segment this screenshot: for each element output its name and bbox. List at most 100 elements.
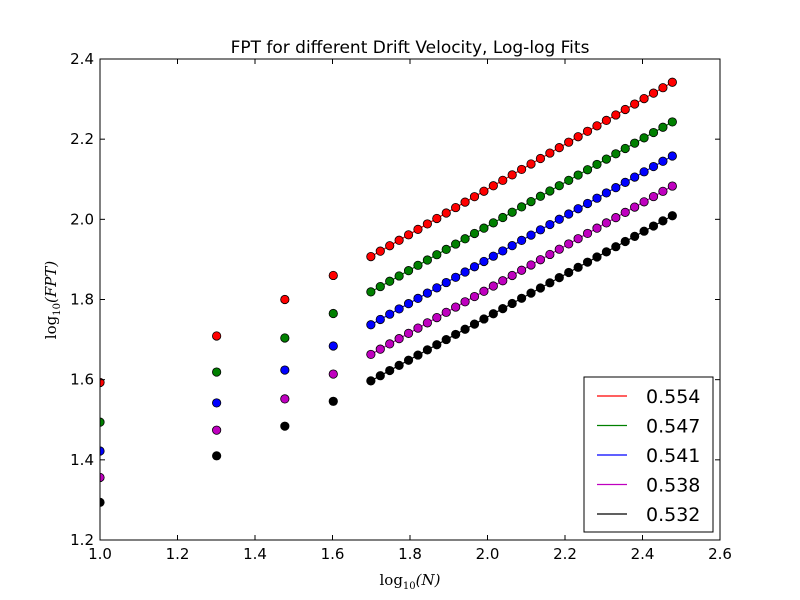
data-point bbox=[620, 104, 630, 115]
data-point bbox=[422, 318, 432, 328]
x-tick-label: 2.0 bbox=[476, 545, 500, 563]
data-point bbox=[366, 287, 376, 297]
data-point bbox=[611, 110, 621, 120]
x-tick-label: 1.2 bbox=[166, 545, 190, 563]
data-point bbox=[451, 202, 461, 213]
data-point bbox=[611, 213, 621, 223]
data-point bbox=[554, 214, 564, 224]
data-point bbox=[385, 241, 395, 251]
data-point bbox=[328, 308, 338, 319]
data-point bbox=[432, 213, 442, 224]
data-point bbox=[620, 143, 630, 154]
data-point bbox=[639, 197, 649, 207]
data-point bbox=[385, 365, 395, 376]
data-point bbox=[639, 93, 649, 104]
data-point bbox=[366, 320, 376, 330]
data-point bbox=[385, 276, 395, 286]
x-tick-label: 1.8 bbox=[398, 545, 422, 563]
data-point bbox=[648, 221, 659, 231]
series-0.538 bbox=[100, 181, 677, 483]
data-point bbox=[385, 339, 395, 349]
data-point bbox=[648, 127, 659, 138]
data-point bbox=[375, 246, 385, 256]
data-point bbox=[413, 293, 423, 303]
data-point bbox=[611, 149, 621, 159]
data-point bbox=[441, 277, 451, 288]
data-point bbox=[403, 355, 414, 365]
legend: 0.554 0.547 0.541 0.538 0.532 bbox=[583, 376, 714, 533]
data-point bbox=[422, 345, 432, 355]
data-point bbox=[526, 288, 536, 298]
data-point bbox=[592, 252, 602, 262]
data-point bbox=[639, 167, 649, 177]
data-point bbox=[432, 312, 442, 323]
data-point bbox=[620, 177, 630, 187]
data-point bbox=[573, 262, 583, 272]
data-point bbox=[658, 156, 668, 166]
data-point bbox=[592, 121, 602, 131]
data-point bbox=[545, 219, 555, 230]
data-point bbox=[535, 225, 546, 235]
x-tick-label: 2.4 bbox=[631, 545, 655, 563]
data-point bbox=[648, 191, 659, 202]
data-point bbox=[667, 77, 677, 87]
data-point bbox=[592, 223, 602, 233]
data-point bbox=[441, 244, 451, 254]
data-point bbox=[469, 262, 480, 272]
data-point bbox=[667, 117, 677, 127]
data-point bbox=[460, 267, 470, 277]
data-point bbox=[479, 286, 489, 296]
series-0.541 bbox=[100, 151, 677, 456]
data-point bbox=[573, 234, 583, 244]
legend-label: 0.538 bbox=[646, 475, 700, 497]
y-tick-label: 1.6 bbox=[70, 371, 94, 389]
series-0.554 bbox=[100, 77, 677, 388]
data-point bbox=[432, 283, 442, 293]
data-point bbox=[545, 186, 555, 196]
data-point bbox=[403, 299, 414, 309]
data-point bbox=[611, 183, 621, 193]
data-point bbox=[375, 281, 385, 292]
data-point bbox=[658, 83, 668, 93]
data-point bbox=[366, 349, 376, 360]
data-point bbox=[328, 341, 338, 351]
data-point bbox=[658, 122, 668, 132]
data-point bbox=[280, 421, 290, 431]
data-point bbox=[460, 297, 470, 307]
y-tick-label: 1.8 bbox=[70, 291, 94, 309]
data-point bbox=[422, 219, 432, 229]
y-tick-label: 1.2 bbox=[70, 531, 94, 549]
data-point bbox=[601, 247, 611, 257]
data-point bbox=[516, 235, 527, 245]
y-axis-label: log10(FPT) bbox=[42, 261, 63, 340]
data-point bbox=[516, 293, 527, 303]
data-point bbox=[601, 218, 611, 228]
data-point bbox=[366, 252, 376, 262]
data-point bbox=[280, 294, 290, 305]
data-point bbox=[573, 170, 583, 180]
data-point bbox=[280, 333, 290, 343]
data-point bbox=[394, 360, 404, 370]
data-point bbox=[535, 255, 546, 265]
data-point bbox=[451, 329, 461, 340]
data-point bbox=[375, 314, 385, 325]
data-point bbox=[498, 276, 508, 286]
data-point bbox=[451, 302, 461, 312]
data-point bbox=[526, 230, 536, 240]
data-point bbox=[498, 246, 508, 256]
x-tick-label: 2.2 bbox=[553, 545, 577, 563]
data-point bbox=[545, 278, 555, 288]
data-point bbox=[212, 331, 222, 341]
data-point bbox=[601, 188, 611, 198]
data-point bbox=[564, 209, 574, 219]
data-point bbox=[545, 249, 555, 260]
data-point bbox=[667, 211, 677, 221]
data-point bbox=[469, 319, 480, 329]
plot-data bbox=[100, 77, 677, 507]
data-point bbox=[479, 314, 489, 324]
data-point bbox=[394, 334, 404, 344]
data-point bbox=[328, 396, 338, 406]
data-point bbox=[403, 230, 414, 240]
data-point bbox=[601, 115, 611, 125]
y-tick-label: 1.4 bbox=[70, 451, 94, 469]
